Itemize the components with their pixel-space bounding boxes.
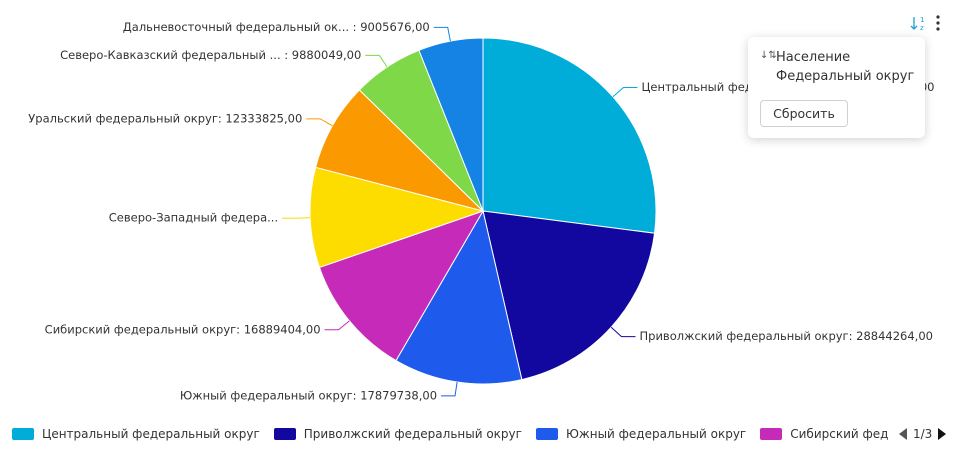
label-line [282, 217, 311, 219]
sort-popup: ↓⇅ Население Федеральный округ Сбросить [748, 37, 925, 138]
svg-text:1: 1 [920, 16, 924, 24]
data-label: Северо-Кавказский федеральный ... : 9880… [60, 48, 361, 62]
legend-swatch [273, 428, 296, 440]
data-label: Приволжский федеральный округ: 28844264,… [640, 329, 933, 343]
data-label: Дальневосточный федеральный ок... : 9005… [123, 20, 430, 34]
svg-text:z: z [920, 24, 924, 32]
legend-item[interactable]: Центральный федеральный округ [12, 424, 260, 444]
legend-label: Центральный федеральный округ [42, 427, 260, 441]
page-indicator: 1/3 [913, 427, 933, 441]
reset-button[interactable]: Сбросить [760, 100, 848, 127]
label-line [433, 26, 451, 42]
legend: Центральный федеральный округ Приволжский… [12, 424, 888, 444]
next-page[interactable] [937, 427, 947, 441]
legend-swatch [12, 428, 34, 440]
label-line [612, 87, 638, 98]
legend-item[interactable]: Сибирский федеральный округ [760, 424, 888, 444]
label-line [441, 381, 458, 397]
pie-slice [318, 210, 485, 362]
chart: Центральный федеральный округ: 40334532,… [28, 20, 934, 403]
sort-icon: ↓⇅ [760, 50, 777, 61]
sort-field[interactable]: Население [776, 50, 851, 65]
sort-field[interactable]: Федеральный округ [776, 69, 915, 84]
data-label: Южный федеральный округ: 17879738,00 [180, 388, 437, 402]
label-line [324, 320, 350, 331]
legend-label: Южный федеральный округ [565, 427, 747, 441]
legend-item[interactable]: Приволжский федеральный округ [273, 424, 522, 444]
pie-slice [418, 37, 484, 212]
data-label: Уральский федеральный округ: 12333825,00 [28, 111, 302, 125]
pie-slice [395, 209, 523, 385]
pie-slice [309, 166, 485, 269]
label-line [306, 118, 333, 127]
pie-slice [482, 37, 657, 234]
pie-slice [314, 89, 485, 212]
legend-item[interactable]: Южный федеральный округ [535, 424, 747, 444]
legend-swatch [760, 428, 783, 440]
legend-swatch [535, 428, 558, 440]
legend-label: Сибирский федеральный округ [790, 427, 888, 441]
legend-pager: 1/3 [898, 424, 947, 444]
label-line [610, 326, 636, 338]
toolbar-icons[interactable]: 1z [908, 12, 952, 34]
label-line [365, 54, 388, 68]
legend-label: Приволжский федеральный округ [303, 427, 522, 441]
data-label: Сибирский федеральный округ: 16889404,00 [45, 322, 321, 336]
prev-page[interactable] [898, 427, 908, 441]
pie-slice [482, 210, 656, 381]
data-label: Северо-Западный федера... [109, 211, 278, 225]
